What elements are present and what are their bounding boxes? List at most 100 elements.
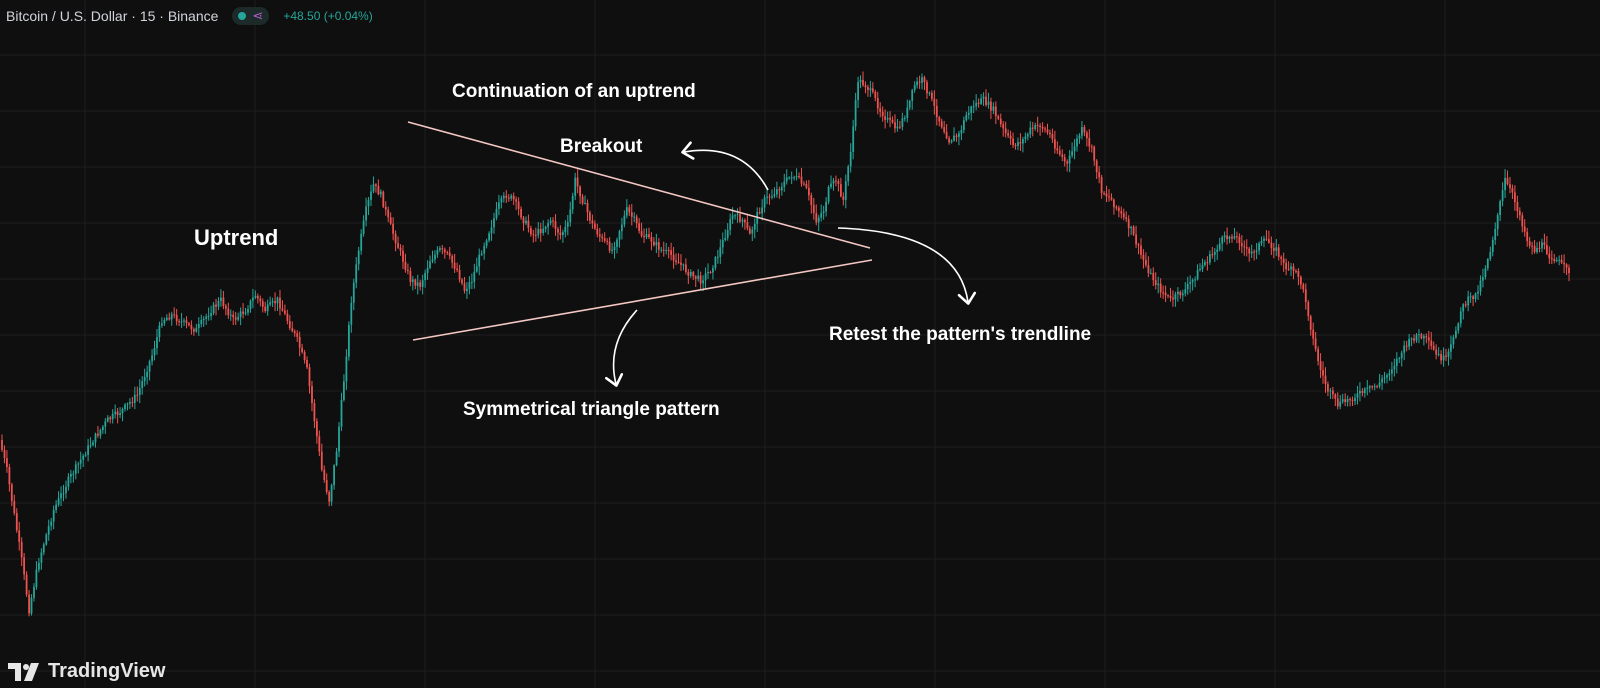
candle-down bbox=[318, 436, 321, 452]
candle-down bbox=[1425, 336, 1428, 338]
trendline-lower[interactable] bbox=[412, 259, 873, 341]
symbol-title[interactable]: Bitcoin / U.S. Dollar · 15 · Binance bbox=[6, 8, 219, 24]
candle-down bbox=[1105, 193, 1108, 197]
trendline-upper[interactable] bbox=[407, 121, 871, 249]
candle-down bbox=[136, 394, 139, 396]
candle-up bbox=[79, 459, 82, 464]
tradingview-logo[interactable]: TradingView bbox=[8, 660, 165, 683]
candle-down bbox=[650, 237, 653, 242]
candle-down bbox=[1526, 231, 1529, 242]
candle-down bbox=[598, 234, 601, 237]
candle-up bbox=[776, 189, 778, 195]
price-change: +48.50 (+0.04%) bbox=[283, 9, 373, 23]
candle-down bbox=[313, 403, 316, 422]
candle-down bbox=[1435, 349, 1438, 355]
candle-up bbox=[625, 207, 628, 216]
candle-down bbox=[234, 317, 237, 320]
candle-down bbox=[458, 270, 461, 280]
candle-up bbox=[367, 199, 370, 207]
candle-up bbox=[55, 504, 57, 510]
candle-up bbox=[869, 88, 872, 91]
candle-up bbox=[207, 316, 210, 317]
candle-up bbox=[970, 106, 973, 113]
candle-up bbox=[1403, 345, 1406, 353]
candle-down bbox=[1327, 384, 1329, 392]
candle-down bbox=[109, 417, 112, 420]
candle-down bbox=[815, 213, 818, 223]
candle-up bbox=[239, 311, 242, 317]
candle-up bbox=[783, 181, 786, 187]
candle-down bbox=[1430, 340, 1433, 346]
candle-down bbox=[1088, 138, 1091, 147]
candle-down bbox=[1376, 386, 1378, 388]
candle-down bbox=[948, 138, 950, 143]
candle-down bbox=[1238, 236, 1241, 244]
candle-down bbox=[862, 79, 864, 86]
candle-up bbox=[611, 249, 613, 251]
candle-down bbox=[291, 328, 294, 332]
status-pill[interactable]: ⋖ bbox=[232, 7, 270, 25]
candle-up bbox=[544, 226, 547, 229]
candle-down bbox=[1152, 272, 1155, 281]
candle-down bbox=[640, 231, 643, 236]
candle-up bbox=[143, 377, 146, 382]
candle-up bbox=[1373, 386, 1376, 388]
candle-down bbox=[232, 314, 235, 318]
candle-up bbox=[1486, 259, 1489, 269]
share-icon[interactable]: ⋖ bbox=[252, 8, 264, 23]
candle-down bbox=[589, 212, 591, 221]
candle-down bbox=[1349, 398, 1351, 400]
candle-down bbox=[657, 242, 660, 250]
candle-down bbox=[1548, 253, 1551, 259]
candle-down bbox=[677, 262, 680, 264]
candle-up bbox=[40, 552, 43, 563]
candle-down bbox=[1531, 245, 1533, 247]
candle-down bbox=[1206, 262, 1209, 264]
candle-down bbox=[1565, 264, 1568, 268]
candle-up bbox=[67, 476, 70, 487]
candle-down bbox=[994, 106, 997, 117]
candle-down bbox=[990, 101, 992, 111]
annotation-breakout: Breakout bbox=[560, 136, 643, 157]
candle-down bbox=[1004, 128, 1007, 134]
candle-up bbox=[153, 348, 156, 356]
candle-up bbox=[42, 544, 45, 553]
candle-up bbox=[734, 215, 736, 217]
candle-up bbox=[960, 129, 963, 134]
candle-up bbox=[146, 371, 148, 377]
candle-down bbox=[227, 308, 230, 316]
candle-down bbox=[1044, 128, 1046, 130]
candle-up bbox=[510, 195, 513, 199]
logo-text: TradingView bbox=[48, 660, 166, 682]
candle-down bbox=[1292, 266, 1295, 271]
candle-up bbox=[490, 227, 493, 234]
candle-down bbox=[1560, 259, 1563, 263]
candle-down bbox=[628, 207, 631, 213]
candle-down bbox=[840, 184, 842, 197]
annotation-continuation: Continuation of an uptrend bbox=[452, 81, 696, 102]
candle-down bbox=[1309, 316, 1312, 330]
candle-up bbox=[1479, 280, 1482, 292]
candle-up bbox=[30, 597, 33, 614]
candle-down bbox=[943, 127, 946, 132]
candle-up bbox=[717, 256, 719, 258]
candle-up bbox=[1499, 201, 1501, 215]
candle-down bbox=[1086, 132, 1088, 139]
candle-down bbox=[581, 196, 584, 204]
breakout-arrow bbox=[681, 141, 769, 191]
candle-up bbox=[967, 112, 970, 115]
candle-up bbox=[1450, 344, 1452, 352]
candle-up bbox=[50, 521, 53, 526]
candle-down bbox=[507, 197, 510, 199]
candle-up bbox=[237, 316, 240, 320]
candle-up bbox=[697, 275, 700, 279]
candle-up bbox=[859, 79, 862, 83]
candle-up bbox=[1359, 390, 1361, 394]
candle-down bbox=[1226, 235, 1228, 240]
candle-down bbox=[800, 176, 803, 184]
candle-down bbox=[1122, 213, 1125, 218]
candle-up bbox=[1196, 270, 1199, 280]
candle-up bbox=[180, 321, 183, 323]
candle-down bbox=[837, 181, 840, 184]
